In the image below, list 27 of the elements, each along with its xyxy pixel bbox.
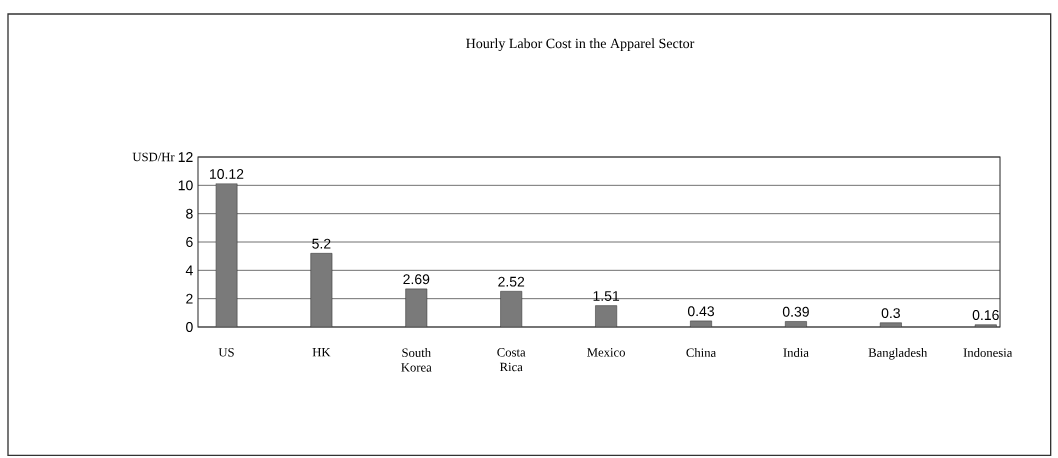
x-tick-label: Indonesia <box>963 348 1013 357</box>
x-tick-label: HK <box>312 348 331 357</box>
data-label: 0.3 <box>881 308 900 319</box>
y-tick-label: 0 <box>186 322 193 332</box>
chart-title: Hourly Labor Cost in the Apparel Sector <box>466 38 695 52</box>
data-label: 0.39 <box>782 306 809 317</box>
data-label: 2.69 <box>403 274 430 285</box>
data-label: 0.43 <box>687 306 715 317</box>
x-tick-label: US <box>218 348 234 357</box>
x-tick-label: Costa Rica <box>497 348 526 372</box>
y-tick-label: 2 <box>186 293 193 304</box>
x-tick-label: Mexico <box>587 348 625 357</box>
data-label: 0.16 <box>972 310 999 321</box>
y-tick-label: 8 <box>186 208 193 219</box>
data-label: 10.12 <box>210 169 244 179</box>
data-label: 1.51 <box>593 291 620 301</box>
x-tick-label: China <box>686 348 716 357</box>
y-tick-label: 12 <box>178 152 193 162</box>
x-tick-label: India <box>783 348 809 357</box>
data-label: 5.2 <box>312 238 331 249</box>
y-tick-label: 10 <box>178 180 193 191</box>
x-tick-label: Bangladesh <box>868 348 928 360</box>
data-label: 2.52 <box>498 276 525 287</box>
y-tick-label: 4 <box>185 265 193 276</box>
x-tick-label: South Korea <box>401 348 432 372</box>
y-tick-label: 6 <box>186 237 193 247</box>
y-axis-title: USD/Hr <box>132 152 175 162</box>
